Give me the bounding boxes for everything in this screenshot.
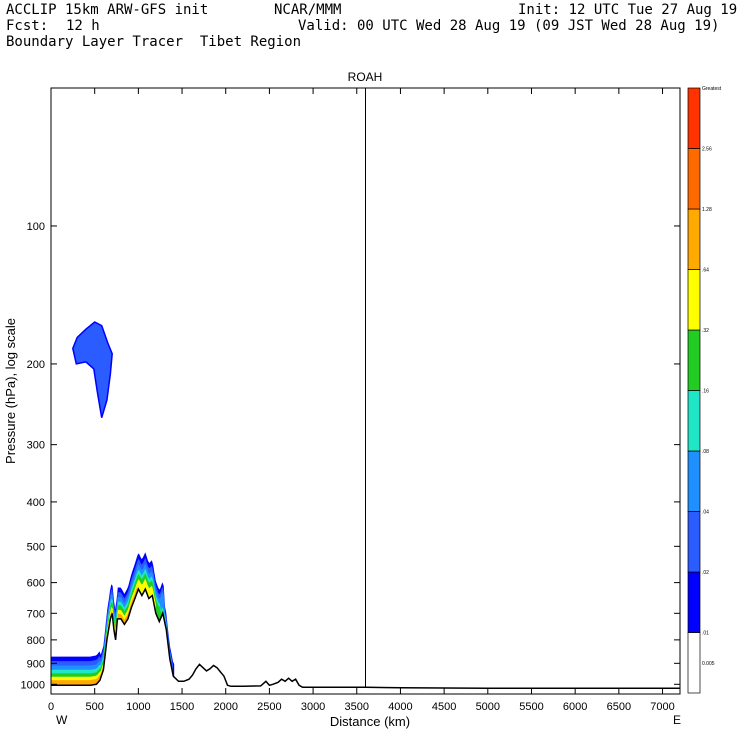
colorbar-swatch (687, 269, 701, 331)
y-tick-label: 500 (27, 541, 45, 553)
colorbar-label: .16 (702, 389, 709, 395)
y-tick-label: 400 (27, 497, 45, 509)
west-label: W (56, 713, 68, 727)
colorbar-label: .32 (702, 328, 709, 334)
colorbar-label: 2.56 (702, 147, 712, 153)
y-tick-label: 900 (27, 658, 45, 670)
colorbar-label: 1.28 (702, 207, 712, 213)
x-tick-label: 1500 (170, 701, 194, 713)
x-tick-label: 3500 (345, 701, 369, 713)
plot-area (51, 88, 680, 689)
x-axis: 0 500 1000 1500 2000 2500 3000 3500 4000 4500 5000… (48, 88, 675, 713)
colorbar-swatch (687, 148, 701, 210)
y-tick-label: 800 (27, 635, 45, 647)
y-tick-label: 100 (27, 221, 45, 233)
colorbar-label: .64 (702, 268, 709, 274)
x-tick-label: 3000 (301, 701, 325, 713)
tracer-band-6 (51, 578, 156, 686)
x-tick-label: 2000 (213, 701, 237, 713)
chart-title: ROAH (348, 70, 383, 84)
east-label: E (673, 713, 681, 727)
init-time: Init: 12 UTC Tue 27 Aug 19 (518, 2, 738, 18)
x-tick-label: 5000 (476, 701, 500, 713)
x-tick-label: 6500 (607, 701, 631, 713)
x-tick-label: 6000 (563, 701, 587, 713)
colorbar-swatch (687, 450, 701, 512)
plot-frame (50, 87, 681, 695)
y-axis-label: Pressure (hPa), log scale (3, 318, 18, 464)
colorbar-swatch (687, 571, 701, 633)
x-tick-label: 500 (86, 701, 104, 713)
tracer-colorbar: 0.005 .01 .02 .04 .08 .16 .32 .64 1.28 2.56 Greate… (687, 86, 722, 694)
tracer-band-3 (51, 563, 172, 686)
colorbar-label: .04 (702, 510, 709, 516)
valid-time: Valid: 00 UTC Wed 28 Aug 19 (09 JST Wed … (298, 18, 720, 34)
colorbar-label: .01 (702, 631, 709, 637)
colorbar-label: .08 (702, 449, 709, 455)
colorbar-swatch (687, 208, 701, 270)
x-tick-label: 4000 (388, 701, 412, 713)
forecast-label: Fcst: (6, 18, 49, 34)
x-tick-label: 0 (48, 701, 54, 713)
y-tick-label: 300 (27, 440, 45, 452)
x-tick-label: 2500 (257, 701, 281, 713)
x-tick-label: 4500 (432, 701, 456, 713)
x-tick-label: 7000 (650, 701, 674, 713)
colorbar-swatch (687, 632, 701, 694)
forecast-hours: 12 h (66, 18, 100, 34)
colorbar-swatch (687, 87, 701, 149)
colorbar-swatch (687, 511, 701, 573)
model-title: ACCLIP 15km ARW-GFS init (6, 2, 209, 18)
colorbar-label: .02 (702, 570, 709, 576)
colorbar-swatch (687, 329, 701, 391)
colorbar-swatch (687, 390, 701, 452)
colorbar-label: 0.005 (702, 661, 715, 667)
y-axis: 100 200 300 400 500 600 700 800 900 1000 (21, 221, 680, 691)
organization-label: NCAR/MMM (274, 2, 342, 18)
terrain-line (51, 587, 680, 689)
y-tick-label: 1000 (21, 679, 45, 691)
y-tick-label: 700 (27, 608, 45, 620)
upper-tracer-patch (72, 321, 113, 418)
x-axis-label: Distance (km) (330, 714, 410, 729)
plot-subtitle: Boundary Layer Tracer Tibet Region (6, 34, 302, 50)
colorbar-label: Greatest (702, 86, 722, 92)
x-tick-label: 1000 (126, 701, 150, 713)
y-tick-label: 200 (27, 359, 45, 371)
y-tick-label: 600 (27, 578, 45, 590)
x-tick-label: 5500 (519, 701, 543, 713)
